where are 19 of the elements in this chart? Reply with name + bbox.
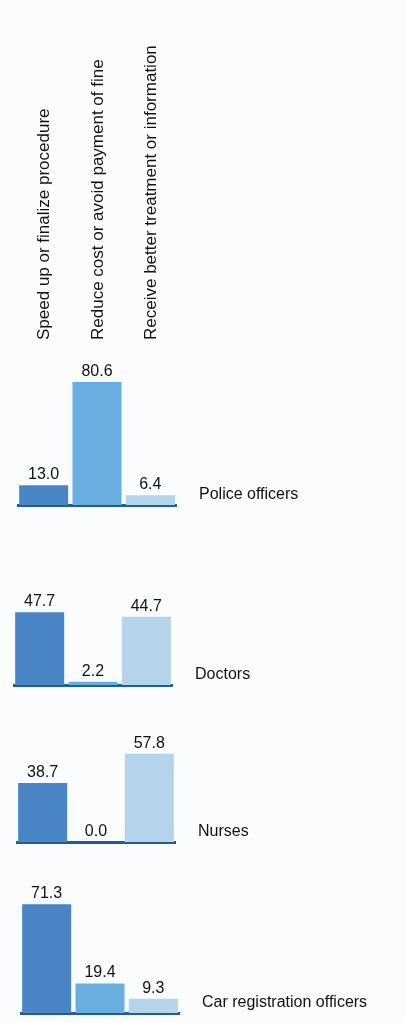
data-label: 2.2 <box>81 661 105 679</box>
data-label: 80.6 <box>81 362 113 379</box>
data-label: 19.4 <box>84 963 116 981</box>
data-label: 13.0 <box>28 465 60 483</box>
x-tick-label: Receive better treatment or information <box>140 45 160 340</box>
x-axis-title: Car registration officers <box>202 993 368 1010</box>
data-label: 6.4 <box>139 475 162 493</box>
x-axis-title: Nurses <box>198 822 249 839</box>
x-axis-title: Police officers <box>199 485 299 502</box>
data-label: 57.8 <box>133 733 165 751</box>
x-tick-label: Reduce cost or avoid payment of fine <box>87 59 107 340</box>
x-axis-title: Doctors <box>195 665 251 682</box>
data-label: 71.3 <box>31 884 63 902</box>
data-label: 47.7 <box>24 592 56 610</box>
data-label: 9.3 <box>142 978 165 996</box>
data-label: 0.0 <box>84 822 108 839</box>
data-label: 44.7 <box>130 596 162 614</box>
data-label: 38.7 <box>27 762 59 780</box>
x-tick-label: Speed up or finalize procedure <box>34 108 54 340</box>
